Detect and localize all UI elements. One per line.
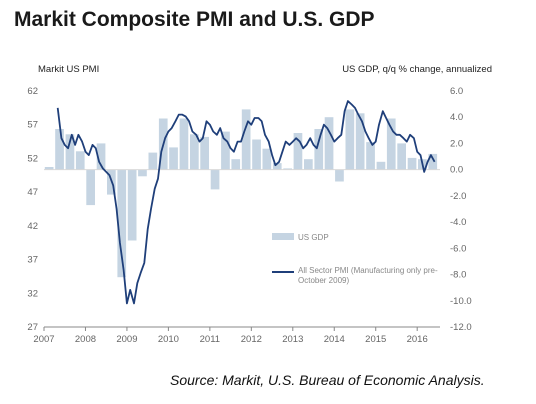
left-tick-label: 37 [27, 255, 38, 266]
gdp-bar [355, 113, 365, 170]
gdp-bar [241, 109, 251, 170]
gdp-bar [210, 169, 220, 190]
gdp-bar [304, 159, 313, 170]
pmi-line [56, 100, 436, 305]
gdp-bar [407, 157, 417, 170]
gdp-bar [148, 152, 158, 170]
x-tick-label: 2014 [324, 334, 345, 345]
left-tick-label: 32 [27, 288, 38, 299]
right-tick-label: 2.0 [450, 138, 463, 149]
gdp-bar [231, 159, 241, 170]
legend-label-pmi-line2: October 2009) [298, 276, 349, 285]
gdp-bar [376, 161, 386, 170]
gdp-bar [324, 117, 334, 170]
gdp-bar [272, 163, 282, 170]
gdp-bar [386, 118, 396, 170]
gdp-bar [138, 169, 147, 177]
x-tick-label: 2011 [200, 334, 220, 345]
left-tick-label: 27 [27, 322, 38, 333]
left-tick-label: 52 [27, 153, 38, 164]
gdp-bar [75, 151, 85, 170]
gdp-bar [65, 134, 75, 170]
gdp-bar [200, 136, 209, 170]
x-tick-label: 2010 [158, 334, 179, 345]
x-tick-label: 2015 [365, 334, 386, 345]
x-tick-label: 2013 [282, 334, 303, 345]
gdp-bar [117, 169, 127, 278]
gdp-bar [252, 139, 261, 170]
gdp-bar [96, 143, 106, 170]
chart-title: Markit Composite PMI and U.S. GDP [14, 8, 375, 31]
gdp-bar [169, 147, 178, 170]
gdp-bar [314, 129, 324, 170]
gdp-bar [293, 133, 303, 170]
right-tick-label: 0.0 [450, 165, 463, 176]
left-tick-label: 57 [27, 120, 38, 131]
gdp-bar [262, 148, 272, 170]
gdp-bar [55, 129, 64, 170]
chart-legend: US GDP All Sector PMI (Manufacturing only… [272, 233, 438, 285]
right-tick-label: -2.0 [450, 191, 466, 202]
gdp-bar [283, 168, 292, 170]
legend-label-gdp: US GDP [298, 233, 329, 242]
left-tick-label: 42 [27, 221, 38, 232]
gdp-bar [335, 169, 344, 182]
left-tick-label: 62 [27, 86, 38, 97]
x-tick-label: 2007 [33, 334, 54, 345]
gdp-bar [397, 143, 406, 170]
right-tick-label: -8.0 [450, 270, 466, 281]
right-tick-label: -6.0 [450, 243, 466, 254]
source-note: Source: Markit, U.S. Bureau of Economic … [170, 372, 485, 388]
x-tick-label: 2016 [407, 334, 428, 345]
right-tick-label: -10.0 [450, 296, 472, 307]
gdp-bar [221, 131, 230, 170]
gdp-bar [127, 169, 137, 241]
right-tick-label: -4.0 [450, 217, 466, 228]
gdp-bars [44, 109, 438, 278]
gdp-bar [428, 153, 438, 170]
gdp-bar [86, 169, 95, 206]
pmi-line-group [56, 100, 436, 305]
right-tick-label: -12.0 [450, 322, 472, 333]
gdp-bar [190, 134, 199, 170]
x-tick-label: 2012 [241, 334, 262, 345]
left-axis-title: Markit US PMI [38, 64, 100, 75]
chart-axes: 62 57 52 47 42 37 32 27 6.0 4.0 2.0 0.0 -2.0 -4.0 -6.0… [27, 86, 471, 345]
gdp-bar [44, 167, 54, 170]
left-tick-label: 47 [27, 187, 38, 198]
gdp-bar [345, 109, 355, 170]
x-tick-label: 2009 [116, 334, 137, 345]
gdp-bar [366, 142, 375, 170]
x-tick-label: 2008 [75, 334, 96, 345]
legend-label-pmi-line1: All Sector PMI (Manufacturing only pre- [298, 266, 438, 275]
gdp-bar [179, 118, 189, 170]
right-axis-title: US GDP, q/q % change, annualized [342, 64, 492, 75]
legend-swatch-gdp [272, 233, 294, 240]
right-tick-label: 6.0 [450, 86, 463, 97]
right-tick-label: 4.0 [450, 112, 463, 123]
